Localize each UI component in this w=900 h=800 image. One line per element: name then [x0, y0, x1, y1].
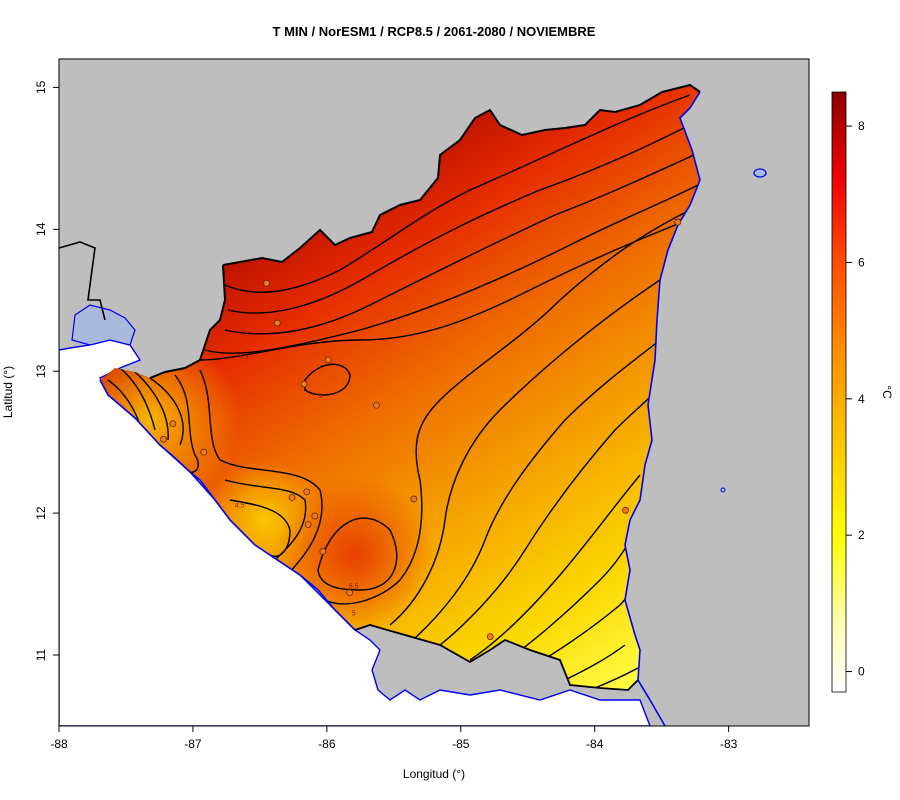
x-tick-label: -87 [184, 737, 202, 751]
y-tick-label: 13 [34, 364, 48, 378]
stations [160, 218, 682, 640]
caribbean-sea [625, 59, 809, 726]
costa-rica-border [354, 624, 639, 691]
y-axis: 11 12 13 14 15 [34, 80, 59, 661]
contour-label: 5.5 [349, 583, 359, 590]
contour-label: 5 [352, 610, 356, 617]
station-marker [311, 512, 319, 520]
contour-label: 5.5 [239, 353, 249, 360]
x-axis-title: Longitud (°) [403, 767, 465, 781]
station-marker [300, 380, 308, 388]
colorbar-ticks: 0 2 4 6 8 [846, 119, 865, 679]
y-tick-label: 12 [34, 506, 48, 520]
station-marker [622, 506, 629, 514]
nicaragua-west-border [149, 264, 227, 379]
corn-island [753, 168, 767, 178]
honduras-border-west [58, 241, 106, 321]
plot-frame [58, 58, 810, 727]
x-tick-label: -84 [586, 737, 604, 751]
station-marker [674, 218, 682, 226]
station-marker [346, 589, 354, 596]
x-tick-label: -83 [720, 737, 738, 751]
y-tick-label: 15 [34, 80, 48, 94]
x-axis: -88 -87 -86 -85 -84 -83 [50, 726, 738, 751]
colorbar-unit: °C [880, 385, 894, 399]
station-marker [200, 448, 208, 456]
station-marker [263, 279, 270, 287]
station-marker [324, 356, 332, 364]
contour-labels: 5.5 6 5 4.5 5.5 5 [235, 331, 359, 618]
contour-label: 4.5 [235, 502, 245, 509]
colorbar-tick-label: 8 [858, 119, 865, 133]
contour-label: 6 [242, 331, 246, 338]
x-tick-label: -85 [452, 737, 470, 751]
station-marker [304, 521, 312, 528]
x-tick-label: -88 [50, 737, 68, 751]
contour-label: 5 [318, 393, 322, 400]
nicaragua-outline [222, 83, 701, 266]
contour-lines [107, 94, 700, 690]
station-marker [303, 488, 311, 496]
station-marker [160, 435, 167, 443]
y-axis-title: Latitud (°) [1, 366, 15, 418]
pacific-coast [99, 379, 356, 631]
colorbar-tick-label: 2 [858, 528, 865, 542]
y-tick-label: 14 [34, 222, 48, 236]
y-tick-label: 11 [34, 648, 48, 661]
colorbar-tick-label: 6 [858, 255, 865, 269]
station-marker [486, 633, 494, 640]
colorbar [831, 91, 847, 693]
station-marker [410, 495, 418, 503]
islet [720, 487, 726, 493]
x-tick-label: -86 [318, 737, 336, 751]
station-marker [373, 401, 380, 409]
caribbean-coast [624, 91, 701, 727]
gulf-fonseca [71, 304, 136, 346]
station-marker [288, 494, 296, 501]
colorbar-tick-label: 0 [858, 665, 865, 679]
colorbar-tick-label: 4 [858, 392, 865, 406]
station-marker [319, 548, 327, 555]
station-marker [169, 420, 177, 428]
station-marker [273, 319, 281, 327]
chart-title: T MIN / NorESM1 / RCP8.5 / 2061-2080 / N… [273, 24, 596, 39]
